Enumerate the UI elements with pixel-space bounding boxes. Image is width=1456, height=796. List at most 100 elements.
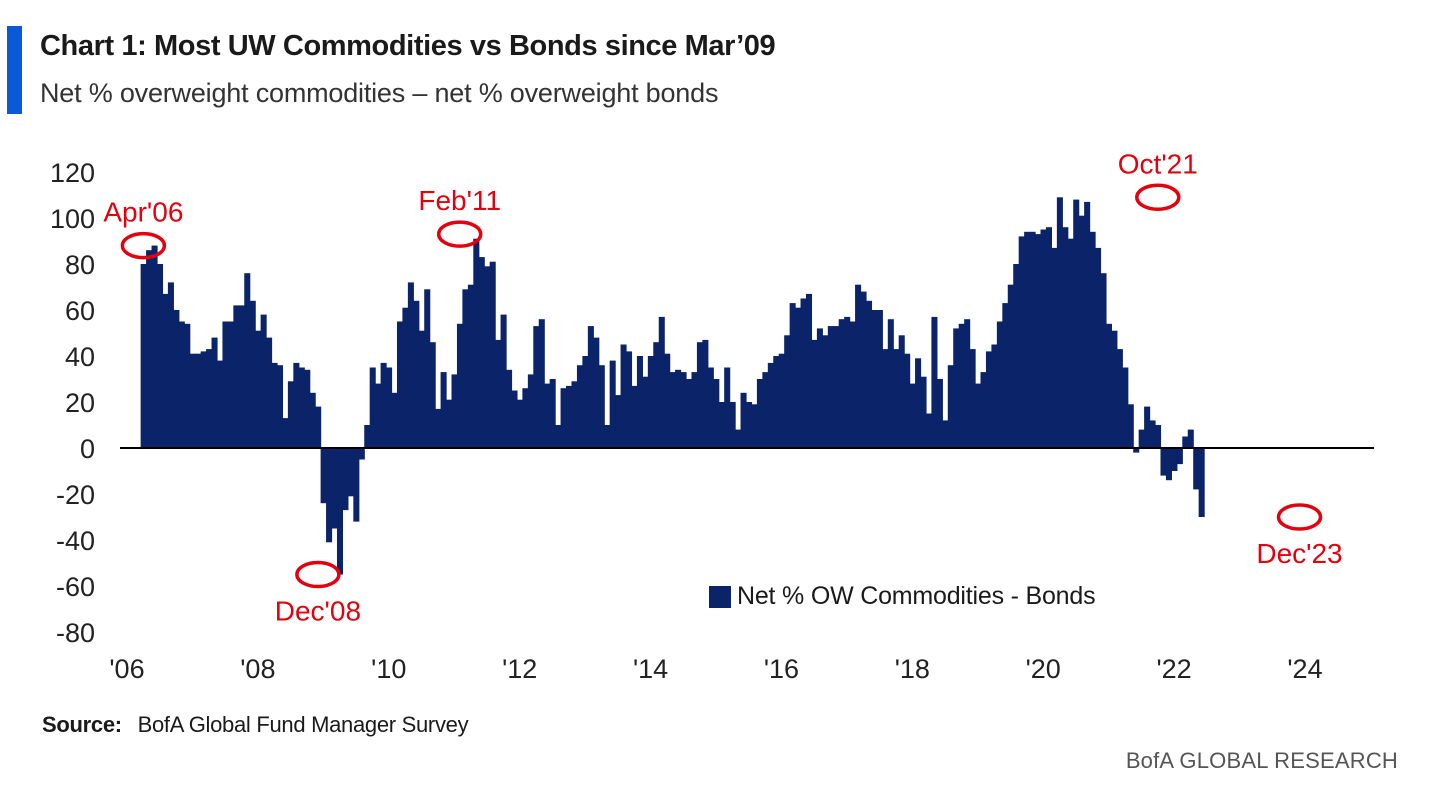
bar bbox=[1013, 264, 1020, 448]
y-tick-label: 40 bbox=[65, 342, 95, 372]
bar bbox=[642, 376, 649, 448]
bar bbox=[358, 448, 365, 460]
annotation-label: Oct'21 bbox=[1118, 148, 1198, 179]
bar bbox=[516, 399, 523, 448]
bar bbox=[544, 383, 551, 448]
bar bbox=[778, 353, 785, 448]
bar bbox=[636, 356, 643, 448]
bar bbox=[664, 353, 671, 448]
bar bbox=[686, 379, 693, 448]
bar bbox=[396, 321, 404, 448]
bar bbox=[173, 310, 180, 448]
bar bbox=[244, 273, 251, 448]
annotation-circle bbox=[1135, 183, 1181, 212]
bar bbox=[506, 369, 513, 448]
bar bbox=[440, 372, 447, 448]
y-tick-label: 0 bbox=[80, 434, 95, 464]
bar bbox=[533, 326, 540, 448]
bar bbox=[1084, 201, 1091, 448]
y-tick-label: 20 bbox=[65, 388, 95, 418]
bar bbox=[882, 349, 889, 448]
bar bbox=[511, 390, 518, 448]
bar bbox=[947, 365, 954, 448]
bar bbox=[380, 362, 387, 448]
bar bbox=[658, 316, 665, 448]
bar bbox=[767, 362, 774, 448]
annotation-circle bbox=[436, 220, 483, 248]
bar bbox=[1078, 215, 1085, 448]
y-tick-label: -60 bbox=[56, 572, 95, 602]
annotation-label: Apr'06 bbox=[103, 197, 183, 228]
chart-legend: Net % OW Commodities - Bonds bbox=[709, 582, 1096, 611]
bar bbox=[331, 448, 338, 529]
bar bbox=[893, 349, 900, 448]
bar bbox=[1193, 448, 1200, 490]
bar bbox=[1127, 404, 1134, 448]
bar bbox=[1018, 236, 1025, 448]
bar bbox=[985, 351, 993, 448]
source-note: Source: BofA Global Fund Manager Survey bbox=[42, 712, 469, 738]
bar bbox=[347, 448, 354, 497]
bar bbox=[1155, 425, 1162, 448]
bar bbox=[827, 326, 834, 448]
x-tick-label: '12 bbox=[502, 654, 537, 684]
bar bbox=[549, 379, 556, 448]
bar bbox=[800, 298, 807, 448]
bar bbox=[860, 291, 867, 448]
bar bbox=[609, 360, 616, 448]
bar bbox=[1165, 448, 1172, 481]
legend-label: Net % OW Commodities - Bonds bbox=[737, 582, 1096, 610]
bar bbox=[964, 319, 971, 448]
bar bbox=[276, 365, 284, 448]
bar bbox=[1171, 448, 1178, 471]
bar bbox=[724, 367, 731, 448]
x-tick-label: '22 bbox=[1157, 654, 1192, 684]
bar bbox=[773, 356, 780, 448]
bar bbox=[1051, 247, 1058, 448]
bar bbox=[566, 385, 573, 448]
bar bbox=[898, 335, 905, 448]
bar bbox=[320, 448, 327, 504]
bar bbox=[604, 425, 611, 448]
bar bbox=[1095, 247, 1102, 448]
bar bbox=[702, 339, 709, 448]
x-tick-label: '10 bbox=[371, 654, 406, 684]
bar bbox=[626, 351, 633, 448]
bar bbox=[953, 328, 960, 448]
bar bbox=[729, 402, 736, 448]
y-tick-label: 120 bbox=[50, 158, 95, 188]
bar bbox=[391, 392, 398, 448]
bar bbox=[527, 374, 534, 448]
chart-subtitle: Net % overweight commodities – net % ove… bbox=[40, 78, 719, 108]
x-tick-label: '06 bbox=[109, 654, 144, 684]
bar bbox=[855, 284, 862, 448]
bar bbox=[844, 316, 851, 448]
bar bbox=[925, 413, 933, 448]
x-tick-label: '14 bbox=[633, 654, 668, 684]
x-tick-label: '08 bbox=[240, 654, 275, 684]
x-tick-label: '18 bbox=[895, 654, 930, 684]
bar bbox=[904, 353, 911, 448]
source-text: BofA Global Fund Manager Survey bbox=[137, 712, 469, 737]
bar bbox=[576, 365, 583, 448]
bar bbox=[238, 305, 245, 448]
annotation-label: Feb'11 bbox=[418, 185, 501, 216]
bar bbox=[462, 289, 469, 448]
bar bbox=[653, 342, 660, 448]
bar bbox=[1073, 199, 1080, 448]
bar bbox=[467, 284, 474, 448]
y-tick-label: -20 bbox=[56, 480, 95, 510]
bar bbox=[1198, 448, 1205, 517]
bar bbox=[996, 321, 1003, 448]
annotation-label: Dec'08 bbox=[275, 596, 361, 627]
bar bbox=[871, 310, 878, 448]
bar bbox=[582, 356, 589, 448]
bar bbox=[587, 326, 594, 448]
bar bbox=[980, 372, 987, 448]
bar bbox=[249, 300, 256, 448]
bar bbox=[762, 372, 769, 448]
bar bbox=[227, 321, 234, 448]
bar bbox=[309, 392, 316, 448]
bar bbox=[975, 383, 982, 448]
